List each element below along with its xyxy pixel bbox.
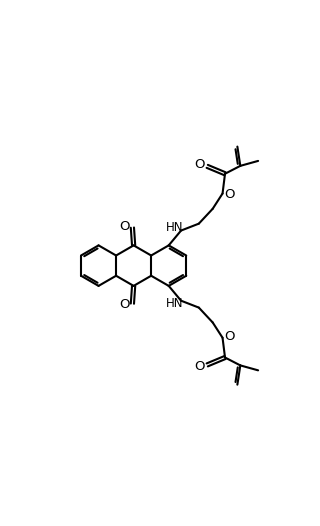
Text: O: O bbox=[224, 330, 235, 343]
Text: O: O bbox=[119, 298, 130, 311]
Text: HN: HN bbox=[165, 297, 183, 310]
Text: O: O bbox=[224, 188, 235, 201]
Text: HN: HN bbox=[165, 221, 183, 234]
Text: O: O bbox=[195, 360, 205, 373]
Text: O: O bbox=[195, 158, 205, 171]
Text: O: O bbox=[119, 220, 130, 233]
